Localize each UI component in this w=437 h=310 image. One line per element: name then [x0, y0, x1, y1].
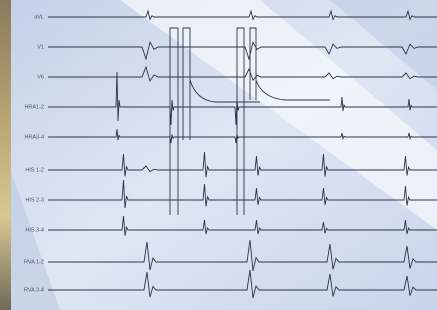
channel-label: HIS 3-4 [25, 227, 44, 233]
channel-label: aVL [34, 14, 44, 20]
channel-label: HRA3-4 [24, 134, 44, 140]
side-strip [0, 0, 11, 310]
channel-label: RVA 3-4 [24, 287, 44, 293]
channel-label: V1 [37, 44, 44, 50]
page: aVL V1 V6 HRA1-2 HRA3-4 HIS 1-2 HIS 2-3 HIS 3-4… [0, 0, 437, 310]
channel-label: V6 [37, 74, 44, 80]
channel-label: HIS 1-2 [25, 167, 44, 173]
channel-label: HRA1-2 [24, 104, 44, 110]
channel-label: RVA 1-2 [24, 259, 44, 265]
channel-label: HIS 2-3 [25, 197, 44, 203]
ep-tracing: aVL V1 V6 HRA1-2 HRA3-4 HIS 1-2 HIS 2-3 HIS 3-4… [0, 0, 437, 310]
